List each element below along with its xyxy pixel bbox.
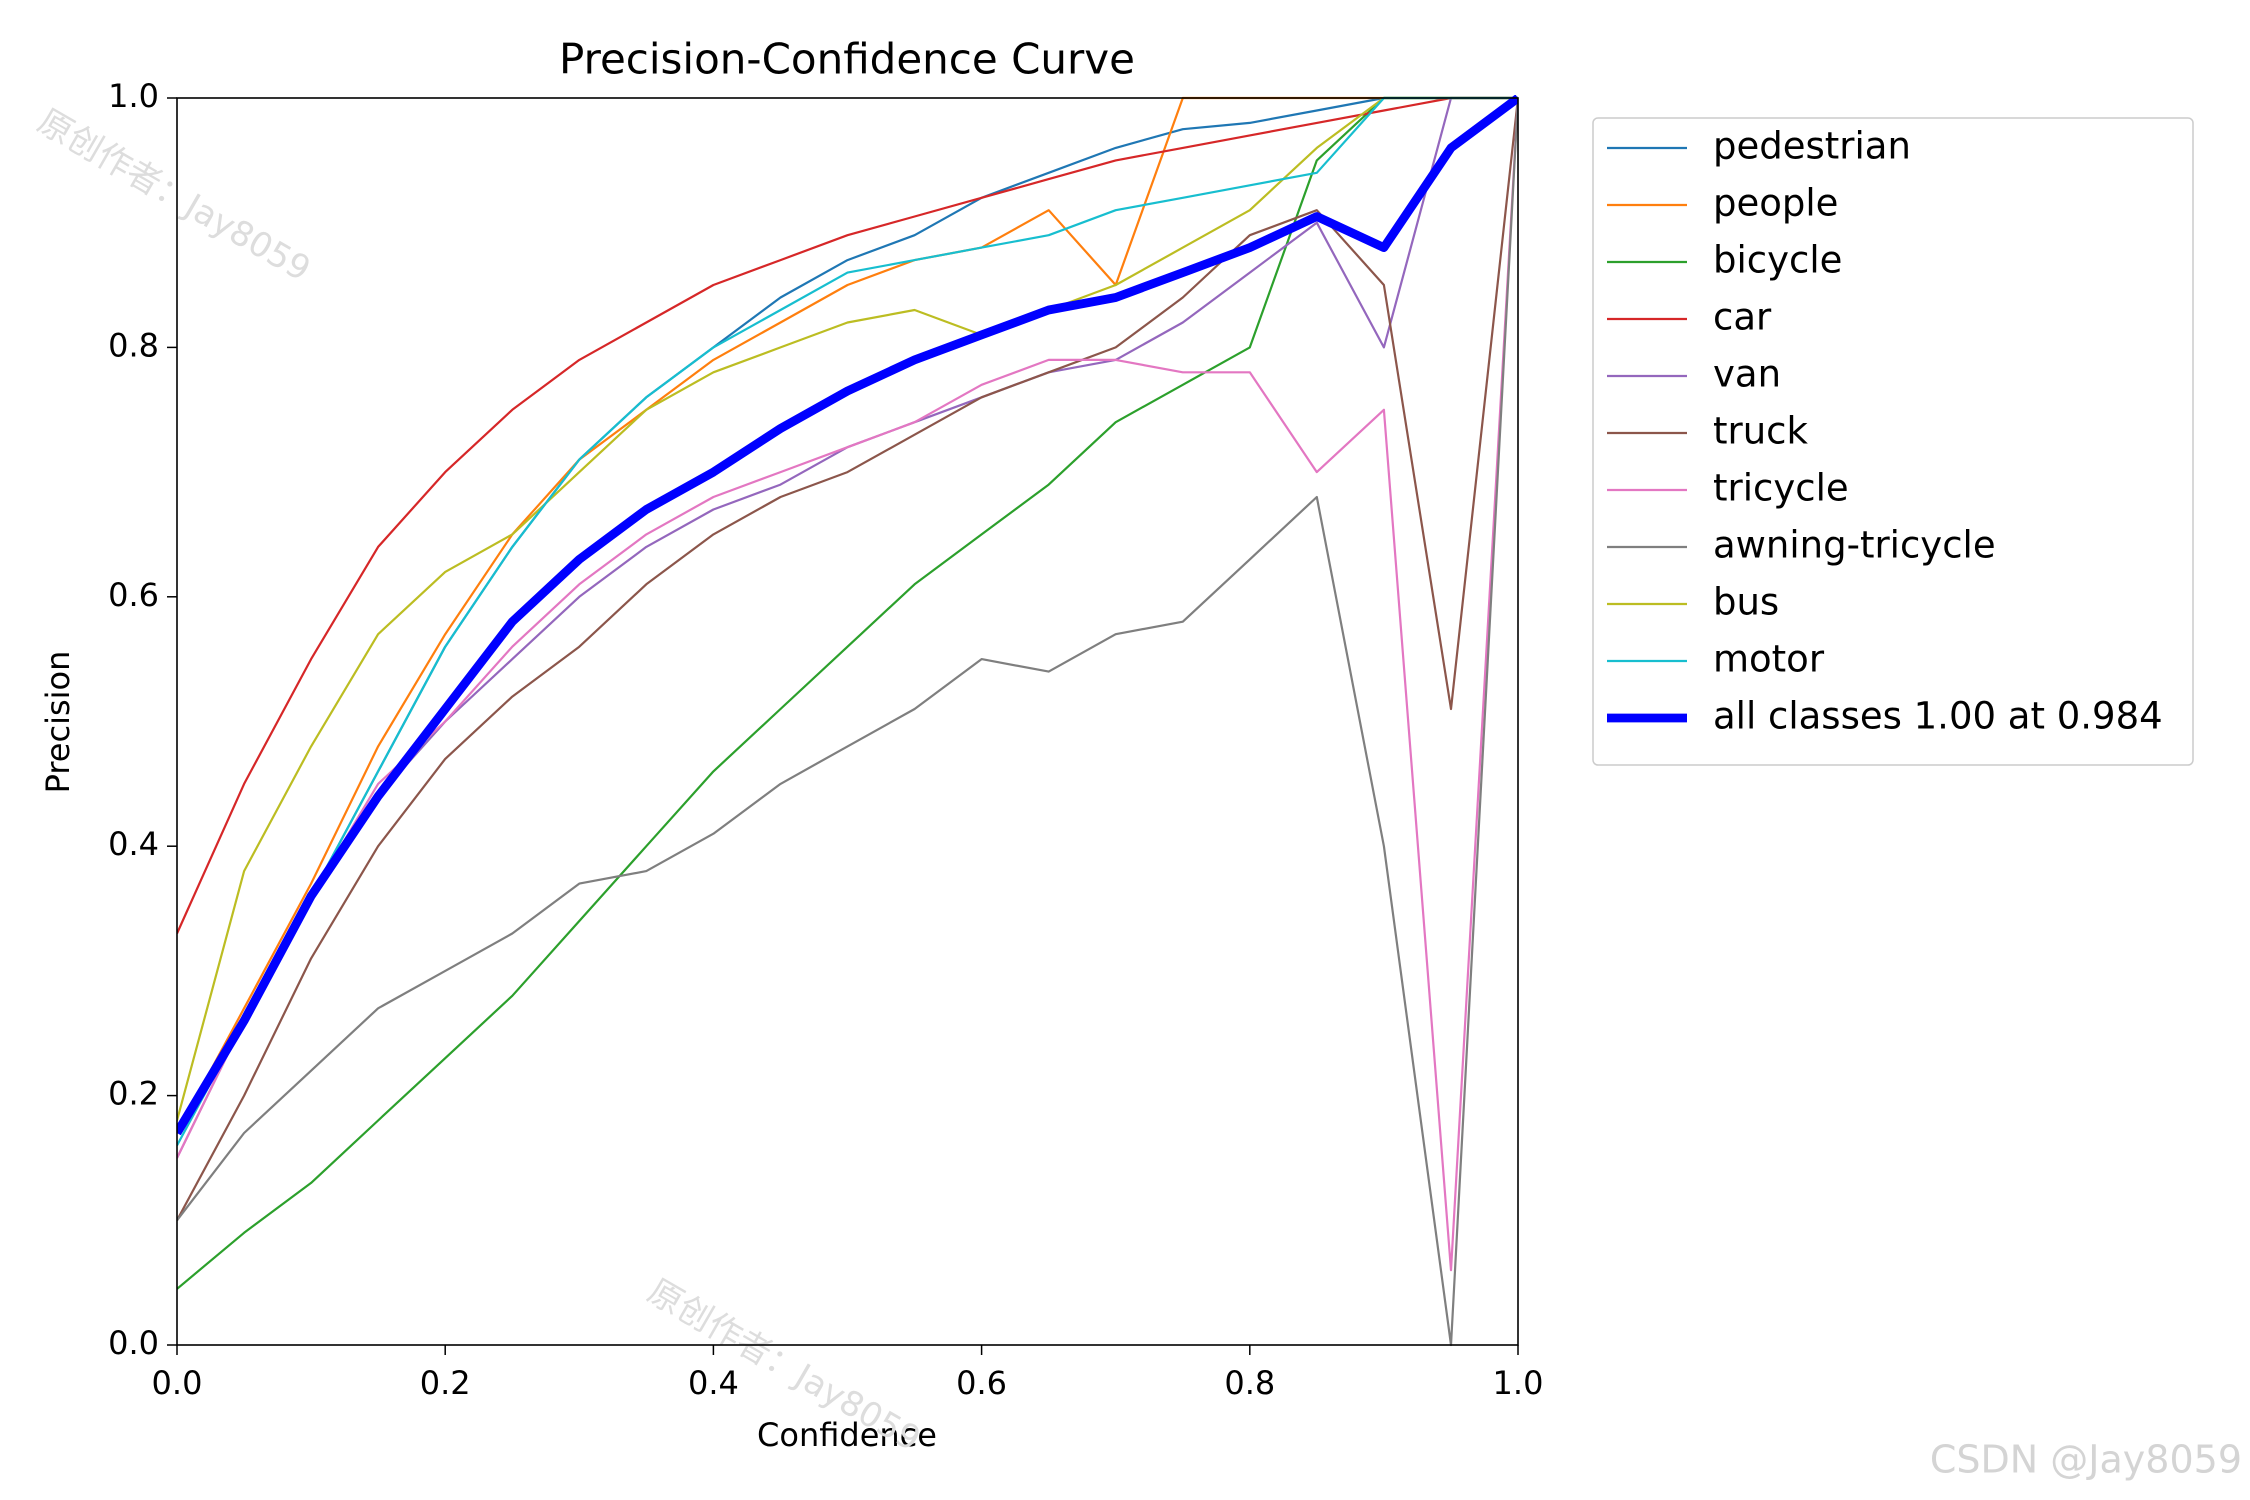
legend-label: tricycle (1713, 467, 1849, 510)
y-tick-label: 0.8 (108, 326, 159, 364)
legend-label: bus (1713, 581, 1779, 624)
x-tick-label: 0.2 (420, 1364, 471, 1402)
series-line (177, 96, 1518, 1134)
legend-label: truck (1713, 410, 1809, 453)
y-tick-label: 0.2 (108, 1075, 159, 1113)
plot-frame (176, 97, 1519, 1346)
y-tick-label: 0.0 (108, 1324, 159, 1362)
y-tick-label: 0.4 (108, 825, 159, 863)
legend-label: bicycle (1713, 239, 1842, 282)
x-tick-label: 1.0 (1493, 1364, 1544, 1402)
series-line (177, 96, 1518, 1121)
watermark: 原创作者：Jay8059 (31, 101, 317, 289)
legend-label: awning-tricycle (1713, 524, 1996, 567)
chart-title: Precision-Confidence Curve (559, 35, 1135, 84)
legend-label: van (1713, 353, 1781, 396)
series-line (177, 95, 1518, 1136)
x-tick-label: 0.4 (688, 1364, 739, 1402)
series-line (177, 96, 1518, 1134)
plot-lines (177, 95, 1518, 1347)
legend-label: pedestrian (1713, 125, 1911, 168)
series-line (177, 96, 1518, 1290)
series-line (177, 96, 1518, 1159)
x-tick-label: 0.8 (1224, 1364, 1275, 1402)
credit: CSDN @Jay8059 (1930, 1438, 2242, 1482)
legend-label: motor (1713, 638, 1825, 681)
legend-label: people (1713, 182, 1838, 225)
series-line (177, 96, 1518, 934)
y-tick-label: 1.0 (108, 77, 159, 115)
series-line (177, 97, 1518, 1221)
y-axis-label: Precision (39, 651, 77, 794)
series-line (177, 97, 1518, 1347)
y-tick-label: 0.6 (108, 576, 159, 614)
x-tick-label: 0.0 (152, 1364, 203, 1402)
legend-label: all classes 1.00 at 0.984 (1713, 695, 2163, 738)
x-tick-label: 0.6 (956, 1364, 1007, 1402)
legend-label: car (1713, 296, 1772, 339)
x-axis-label: Confidence (757, 1416, 937, 1454)
series-line (177, 96, 1518, 1147)
legend-box (1592, 117, 2194, 766)
